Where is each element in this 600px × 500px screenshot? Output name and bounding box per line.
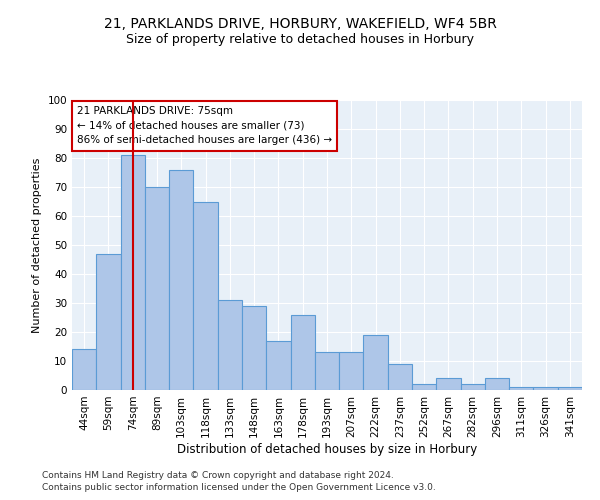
Bar (169, 170, 193, 390)
Bar (72, 350, 96, 390)
Text: Distribution of detached houses by size in Horbury: Distribution of detached houses by size … (177, 442, 477, 456)
Bar (558, 387, 582, 390)
Bar (412, 384, 436, 390)
Bar (461, 384, 485, 390)
Text: Contains public sector information licensed under the Open Government Licence v3: Contains public sector information licen… (42, 484, 436, 492)
Bar (533, 387, 558, 390)
Bar (96, 254, 121, 390)
Bar (436, 378, 461, 390)
Bar (364, 335, 388, 390)
Text: 21, PARKLANDS DRIVE, HORBURY, WAKEFIELD, WF4 5BR: 21, PARKLANDS DRIVE, HORBURY, WAKEFIELD,… (104, 18, 496, 32)
Text: Size of property relative to detached houses in Horbury: Size of property relative to detached ho… (126, 32, 474, 46)
Y-axis label: Number of detached properties: Number of detached properties (32, 158, 42, 332)
Bar (315, 352, 339, 390)
Bar (193, 202, 218, 390)
Bar (145, 187, 169, 390)
Bar (509, 387, 533, 390)
Bar (121, 155, 145, 390)
Bar (339, 352, 364, 390)
Bar (388, 364, 412, 390)
Bar (290, 314, 315, 390)
Bar (266, 340, 290, 390)
Text: 21 PARKLANDS DRIVE: 75sqm
← 14% of detached houses are smaller (73)
86% of semi-: 21 PARKLANDS DRIVE: 75sqm ← 14% of detac… (77, 106, 332, 146)
Bar (242, 306, 266, 390)
Bar (218, 300, 242, 390)
Text: Contains HM Land Registry data © Crown copyright and database right 2024.: Contains HM Land Registry data © Crown c… (42, 471, 394, 480)
Bar (485, 378, 509, 390)
